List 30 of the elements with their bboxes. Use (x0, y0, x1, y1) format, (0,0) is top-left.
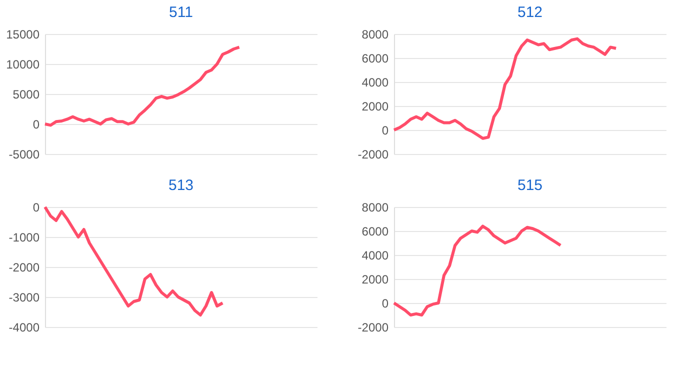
y-tick-label: 4000 (362, 76, 389, 90)
y-tick-label: 5000 (12, 88, 40, 102)
chart-title: 513 (168, 177, 194, 194)
y-tick-label: 0 (32, 118, 40, 132)
y-tick-label: 2000 (362, 100, 389, 114)
y-tick-label: 0 (382, 296, 389, 310)
chart-title: 511 (169, 4, 193, 21)
line-series (392, 37, 618, 140)
line-series (392, 224, 562, 316)
y-tick-label: 15000 (6, 28, 40, 42)
y-tick-label: 6000 (362, 52, 389, 66)
line-series (44, 206, 224, 316)
y-tick-label: 6000 (362, 224, 389, 238)
y-tick-label: -2000 (358, 320, 389, 334)
y-tick-label: 2000 (362, 272, 389, 286)
y-tick-label: 8000 (362, 200, 389, 214)
y-tick-label: -4000 (8, 320, 40, 334)
chart-title: 515 (517, 177, 543, 194)
y-tick-label: 4000 (362, 248, 389, 262)
y-tick-label: -5000 (8, 148, 40, 162)
y-tick-label: -2000 (8, 260, 40, 274)
y-tick-label: -2000 (358, 148, 389, 162)
line-series (44, 46, 241, 127)
y-tick-label: -3000 (8, 290, 40, 304)
y-tick-label: 0 (32, 200, 40, 214)
y-tick-label: 8000 (362, 28, 389, 42)
chart-title: 512 (517, 4, 543, 21)
y-tick-label: -1000 (8, 230, 40, 244)
y-tick-label: 10000 (6, 58, 40, 72)
y-tick-label: 0 (382, 124, 389, 138)
